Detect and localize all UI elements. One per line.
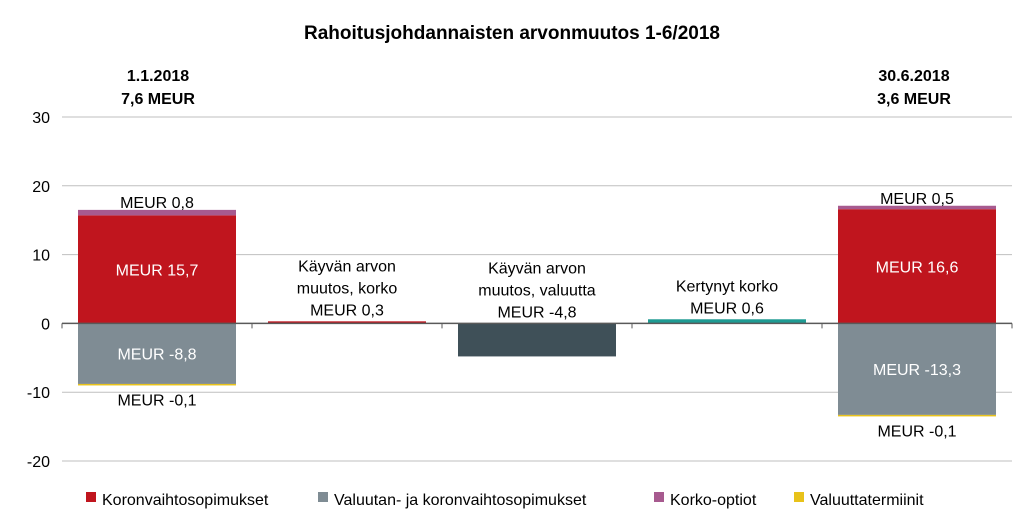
bar-4-change [648,319,806,324]
data-label-positive: MEUR 16,6 [876,259,959,276]
data-label-top: MEUR 0,5 [880,191,954,208]
legend-label-valuutan-ja-koronvaihtosopimukset: Valuutan- ja koronvaihtosopimukset [334,492,587,509]
data-label-negative: MEUR -13,3 [873,362,961,379]
legend-swatch-valuuttatermiinit [794,492,804,502]
legend-label-valuuttatermiinit: Valuuttatermiinit [810,492,924,509]
bar-3-label-line-2: muutos, valuutta [478,282,596,299]
data-label-bottom: MEUR -0,1 [877,423,956,440]
bar-4-label-line-1: Kertynyt korko [676,278,778,295]
end-date-header: 30.6.2018 [878,68,949,85]
legend-swatch-koronvaihtosopimukset [86,492,96,502]
bar-2-change [268,321,426,324]
legend-label-korko-optiot: Korko-optiot [670,492,757,509]
bar-1-koronvaihtosopimukset [78,215,236,324]
legend-swatch-korko-optiot [654,492,664,502]
bar-5-valuutan-ja-koronvaihtosopimukset [838,323,996,415]
y-tick-label: 0 [41,316,50,333]
legend-label-koronvaihtosopimukset: Koronvaihtosopimukset [102,492,269,509]
y-tick-label: -10 [27,385,50,402]
start-value-header: 7,6 MEUR [121,91,195,108]
end-value-header: 3,6 MEUR [877,91,951,108]
legend-swatch-valuutan-ja-koronvaihtosopimukset [318,492,328,502]
bar-2-label-line-1: Käyvän arvon [298,258,396,275]
bar-3-label-line-3: MEUR -4,8 [497,304,576,321]
bar-1-valuutan-ja-koronvaihtosopimukset [78,323,236,384]
data-label-top: MEUR 0,8 [120,195,194,212]
bar-1-korko-optiot [78,209,236,216]
start-date-header: 1.1.2018 [127,68,189,85]
legend: Koronvaihtosopimukset Valuutan- ja koron… [86,492,924,509]
chart-title: Rahoitusjohdannaisten arvonmuutos 1-6/20… [304,23,720,44]
bar-2-label-line-2: muutos, korko [297,280,398,297]
bar-1-valuuttatermiinit [78,383,236,386]
bar-2-label-line-3: MEUR 0,3 [310,302,384,319]
bar-5-korko-optiot [838,205,996,210]
y-tick-label: -20 [27,454,50,471]
data-label-bottom: MEUR -0,1 [117,392,196,409]
y-axis-tick-labels: -20 -10 0 10 20 30 [27,110,50,471]
bar-5-valuuttatermiinit [838,414,996,417]
data-label-negative: MEUR -8,8 [117,347,196,364]
y-tick-label: 30 [32,110,50,127]
y-tick-label: 20 [32,179,50,196]
bar-4-label-line-2: MEUR 0,6 [690,300,764,317]
x-axis-category-ticks [61,323,1013,329]
data-labels: MEUR 0,8 MEUR 15,7 MEUR -8,8 MEUR -0,1 Käyvä… [116,191,961,441]
bars [78,205,996,417]
bar-3-change [458,323,616,357]
y-tick-label: 10 [32,248,50,265]
bar-3-label-line-1: Käyvän arvon [488,260,586,277]
data-label-positive: MEUR 15,7 [116,262,199,279]
bar-5-koronvaihtosopimukset [838,209,996,324]
